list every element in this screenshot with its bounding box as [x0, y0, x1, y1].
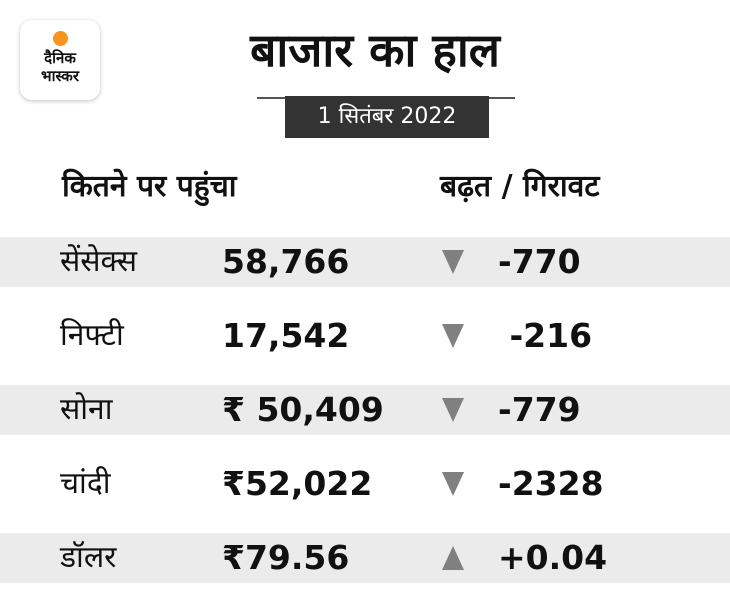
dainik-bhaskar-logo: दैनिक भास्कर: [20, 20, 100, 100]
row-value: 17,542: [222, 316, 350, 355]
page-title: बाजार का हाल: [250, 23, 500, 77]
down-arrow-icon: [442, 324, 464, 348]
sun-icon: [53, 31, 68, 46]
row-change: +0.04: [498, 538, 608, 577]
row-change: -2328: [498, 464, 604, 503]
row-change: -216: [498, 316, 593, 355]
market-row-silver: चांदी ₹52,022 -2328: [0, 459, 730, 509]
logo-line-2: भास्कर: [41, 67, 79, 85]
row-name: निफ्टी: [60, 318, 124, 353]
header-change: बढ़त / गिरावट: [440, 169, 600, 204]
market-row-sensex: सेंसेक्स 58,766 -770: [0, 237, 730, 287]
row-name: चांदी: [60, 466, 111, 501]
row-value: 58,766: [222, 242, 350, 281]
up-arrow-icon: [442, 546, 464, 570]
row-value: ₹ 50,409: [222, 390, 384, 429]
logo-line-1: दैनिक: [44, 49, 76, 67]
market-row-gold: सोना ₹ 50,409 -779: [0, 385, 730, 435]
row-name: सोना: [60, 392, 113, 427]
date-badge: 1 सितंबर 2022: [285, 96, 489, 138]
row-change: -770: [498, 242, 581, 281]
down-arrow-icon: [442, 250, 464, 274]
row-value: ₹52,022: [222, 464, 373, 503]
down-arrow-icon: [442, 472, 464, 496]
row-change: -779: [498, 390, 581, 429]
row-name: सेंसेक्स: [60, 244, 138, 279]
market-row-dollar: डॉलर ₹79.56 +0.04: [0, 533, 730, 583]
row-name: डॉलर: [60, 540, 117, 575]
row-value: ₹79.56: [222, 538, 350, 577]
header-level: कितने पर पहुंचा: [62, 169, 237, 204]
market-row-nifty: निफ्टी 17,542 -216: [0, 311, 730, 361]
down-arrow-icon: [442, 398, 464, 422]
